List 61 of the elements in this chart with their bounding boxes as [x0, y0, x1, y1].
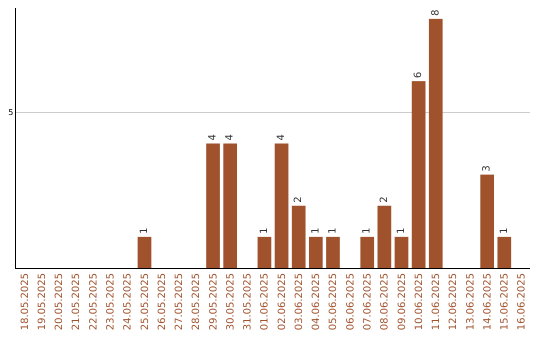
x-tick-label: 15.06.2025: [500, 273, 511, 330]
data-label: 4: [208, 134, 219, 140]
x-tick-label: 06.06.2025: [345, 273, 356, 330]
x-tick-label: 16.06.2025: [516, 273, 528, 330]
x-tick-label: 24.05.2025: [122, 273, 134, 330]
x-tick-label: 08.06.2025: [380, 273, 391, 330]
bar: [428, 18, 443, 268]
data-label: 1: [327, 227, 338, 234]
data-label: 4: [224, 134, 236, 140]
bar: [292, 206, 306, 268]
data-label: 1: [139, 227, 150, 234]
bar: [274, 143, 288, 268]
data-label: 4: [276, 134, 288, 140]
x-tick-label: 04.06.2025: [311, 273, 322, 330]
x-tick-label: 14.06.2025: [482, 273, 494, 330]
x-tick-label: 05.06.2025: [328, 273, 340, 330]
x-tick-label: 22.05.2025: [88, 273, 100, 330]
x-tick-label: 26.05.2025: [156, 273, 168, 330]
x-tick-label: 02.06.2025: [276, 273, 288, 330]
bar: [326, 236, 340, 268]
bar: [378, 206, 392, 268]
data-label: 1: [310, 227, 322, 234]
x-tick-label: 07.06.2025: [362, 273, 374, 330]
x-tick-label: 29.05.2025: [208, 273, 220, 330]
x-tick-label: 10.06.2025: [414, 273, 425, 330]
x-tick-label: 27.05.2025: [174, 273, 186, 330]
data-label: 2: [293, 196, 304, 203]
data-label: 8: [430, 10, 442, 16]
y-tick-label: 5: [8, 108, 14, 118]
bar: [360, 236, 374, 268]
x-tick-label: 25.05.2025: [140, 273, 151, 330]
bar: [206, 143, 220, 268]
bar: [480, 174, 494, 268]
data-label: 1: [362, 227, 373, 234]
bar: [223, 143, 238, 268]
bar: [258, 236, 272, 268]
x-tick-label: 19.05.2025: [36, 273, 48, 330]
x-tick-label: 01.06.2025: [260, 273, 271, 330]
bar: [394, 236, 408, 268]
bar: [138, 236, 152, 268]
data-label: 1: [258, 227, 270, 234]
data-label: 3: [482, 165, 493, 172]
bar: [412, 81, 426, 268]
data-label: 6: [413, 72, 424, 78]
bar: [308, 236, 323, 268]
data-label: 1: [396, 227, 407, 234]
x-tick-label: 03.06.2025: [294, 273, 305, 330]
x-tick-label: 20.05.2025: [54, 273, 66, 330]
x-tick-label: 12.06.2025: [448, 273, 460, 330]
x-tick-label: 11.06.2025: [431, 273, 442, 330]
x-tick-label: 30.05.2025: [225, 273, 236, 330]
x-tick-label: 28.05.2025: [191, 273, 202, 330]
x-tick-label: 23.05.2025: [105, 273, 116, 330]
bar: [497, 236, 512, 268]
x-tick-label: 21.05.2025: [71, 273, 82, 330]
data-label: 2: [378, 196, 390, 203]
x-tick-label: 18.05.2025: [20, 273, 31, 330]
x-tick-label: 13.06.2025: [465, 273, 476, 330]
x-tick-label: 31.05.2025: [242, 273, 254, 330]
data-label: 1: [498, 227, 510, 234]
x-tick-label: 09.06.2025: [396, 273, 408, 330]
